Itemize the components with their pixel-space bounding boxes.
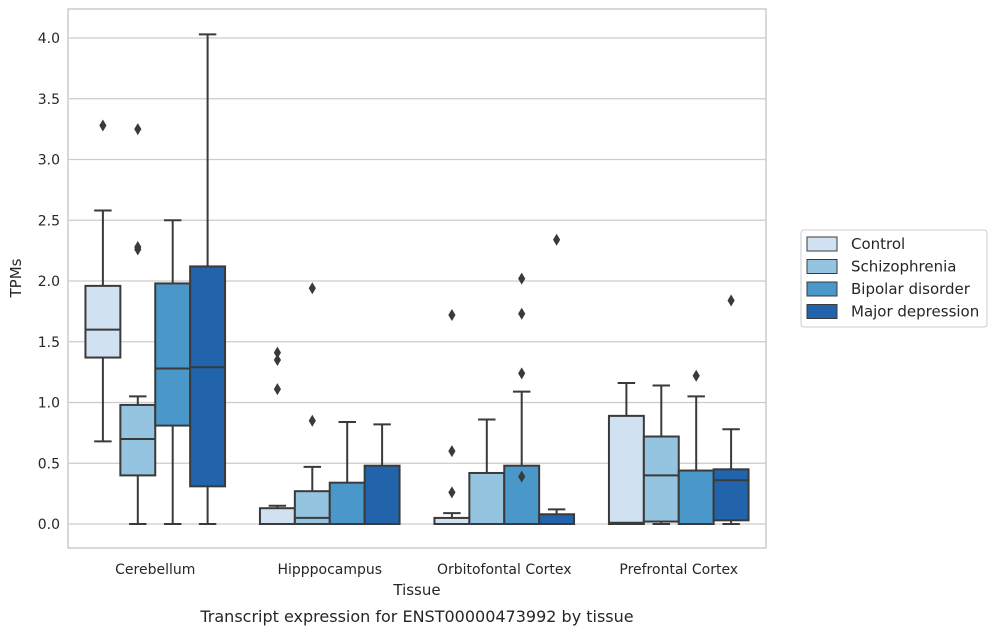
chart-caption: Transcript expression for ENST0000047399… (199, 607, 633, 626)
outlier-point (692, 369, 700, 382)
box-body (119, 403, 157, 477)
y-tick-label: 1.0 (38, 396, 60, 412)
outlier-point (518, 367, 526, 380)
box-control (84, 119, 122, 443)
outlier-point (308, 282, 316, 295)
box-schizophrenia (293, 282, 331, 526)
y-tick-label: 3.0 (38, 153, 60, 169)
outlier-point (99, 119, 107, 132)
y-tick-label: 0.0 (38, 517, 60, 533)
box-body (293, 490, 331, 526)
box-body (154, 282, 192, 427)
outlier-point (727, 294, 735, 307)
box-control (258, 346, 296, 525)
legend-label: Schizophrenia (851, 258, 956, 276)
box-body (258, 507, 296, 525)
x-tick-label: Prefrontal Cortex (619, 562, 738, 578)
outlier-point (518, 272, 526, 285)
box-schizophrenia (119, 123, 157, 525)
boxes (84, 33, 750, 526)
outlier-point (273, 346, 281, 359)
y-ticks: 0.0 0.5 1.0 1.5 2.0 2.5 3.0 3.5 4.0 (38, 31, 60, 533)
box-bipolar-disorder (154, 219, 192, 525)
legend-swatch (806, 281, 838, 297)
grid (68, 37, 766, 525)
box-control (607, 382, 645, 525)
box-body (328, 481, 366, 526)
legend-frame (800, 229, 988, 328)
legend-swatch (806, 236, 838, 252)
y-axis-title: TPMs (7, 258, 25, 298)
outlier-point (134, 243, 142, 256)
outlier-point (273, 383, 281, 396)
y-tick-label: 0.5 (38, 456, 60, 472)
box-bipolar-disorder (503, 272, 541, 525)
outlier-point (448, 445, 456, 458)
legend-label: Control (851, 235, 905, 253)
x-axis-title: Tissue (392, 581, 440, 599)
legend: Control Schizophrenia Bipolar disorder Majo… (800, 229, 988, 328)
y-tick-label: 2.5 (38, 213, 60, 229)
box-body (677, 469, 715, 526)
box-body (468, 471, 506, 525)
box-body (642, 435, 680, 523)
box-major-depression (363, 423, 401, 525)
outlier-point (518, 307, 526, 320)
outlier-point (518, 470, 526, 483)
outlier-point (448, 486, 456, 499)
x-tick-label: Cerebellum (115, 562, 195, 578)
outlier-point (134, 123, 142, 136)
y-tick-label: 4.0 (38, 31, 60, 47)
box-body (189, 265, 227, 488)
outlier-point (553, 233, 561, 246)
box-bipolar-disorder (328, 420, 366, 526)
y-tick-label: 3.5 (38, 92, 60, 108)
box-body (84, 284, 122, 359)
box-body (363, 464, 401, 525)
y-tick-label: 1.5 (38, 335, 60, 351)
x-tick-label: Hipppocampus (277, 562, 382, 578)
legend-swatch (806, 259, 838, 274)
box-schizophrenia (468, 418, 506, 525)
box-major-depression (712, 294, 750, 525)
outlier-point (273, 353, 281, 366)
legend-swatch (806, 304, 838, 319)
box-body (538, 513, 576, 526)
box-body (712, 468, 750, 522)
box-body (607, 414, 645, 525)
legend-label: Bipolar disorder (851, 280, 971, 298)
box-bipolar-disorder (677, 369, 715, 526)
x-tick-label: Orbitofontal Cortex (437, 562, 572, 578)
box-major-depression (189, 33, 227, 525)
outlier-point (448, 309, 456, 322)
box-major-depression (538, 233, 576, 526)
legend-label: Major depression (851, 303, 979, 321)
y-tick-label: 2.0 (38, 274, 60, 290)
outlier-point (308, 414, 316, 427)
x-ticks: Cerebellum Hipppocampus Orbitofontal Corte… (115, 562, 738, 578)
